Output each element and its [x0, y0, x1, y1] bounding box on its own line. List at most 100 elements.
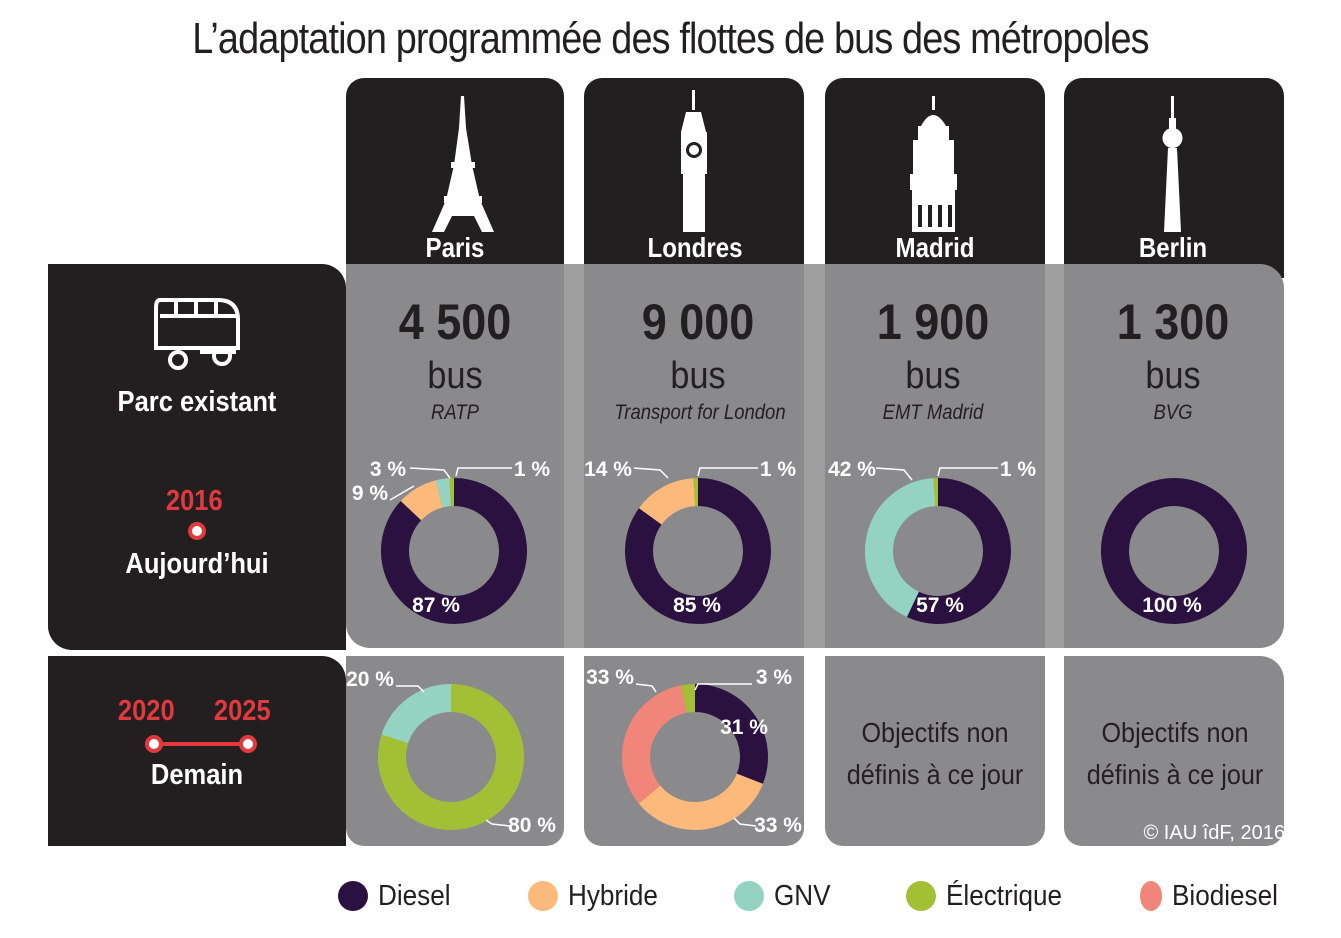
year-2016: 2016 [165, 485, 223, 517]
legend-item-diesel: Diesel [338, 880, 528, 913]
city-name-berlin: Berlin [1138, 232, 1208, 263]
madrid-today-leader-line [875, 467, 913, 481]
legend-item-hybride: Hybride [528, 880, 734, 913]
madrid-today-data-label: 57 % [916, 594, 964, 617]
paris-future-data-label: 20 % [346, 668, 394, 691]
eiffel-tower-icon [432, 96, 494, 232]
bus-icon [154, 298, 240, 370]
londres-future-data-label: 33 % [754, 814, 802, 837]
berlin-today-slice-diesel [1101, 478, 1247, 624]
londres-today-data-label: 14 % [584, 458, 632, 481]
demain-label: Demain [150, 759, 244, 791]
legend: Diesel Hybride GNV Électrique Biodiesel [338, 876, 1290, 916]
year-2025: 2025 [213, 695, 271, 727]
legend-item-biodiesel: Biodiesel [1140, 880, 1290, 913]
metropolis-building-icon [910, 96, 957, 232]
berlin-today-data-label: 100 % [1142, 594, 1202, 617]
londres-today-leader-line [633, 467, 669, 479]
legend-label: GNV [774, 879, 831, 912]
londres-today-slice-diesel [625, 478, 771, 624]
legend-label: Électrique [946, 879, 1063, 912]
paris-today-data-label: 87 % [412, 594, 460, 617]
londres-future-slice-lectrique [681, 684, 696, 713]
no-target-line: Objectifs non [1101, 717, 1249, 748]
today-label-panel [48, 264, 346, 650]
madrid-today-leader-line [937, 467, 998, 477]
no-target-line: définis à ce jour [1086, 759, 1264, 790]
no-target-madrid: Objectifs non définis à ce jour [837, 712, 1033, 796]
madrid-today-slice-gnv [865, 478, 936, 618]
legend-swatch [734, 881, 764, 911]
timeline-2020-2025 [145, 735, 257, 753]
londres-today-leader-line [697, 467, 758, 477]
city-name-londres: Londres [647, 232, 743, 263]
legend-label: Hybride [568, 879, 658, 912]
legend-swatch [1140, 881, 1163, 911]
page-title: L’adaptation programmée des flottes de b… [192, 14, 1149, 63]
count-paris: 4 500 [398, 294, 512, 350]
paris-future-slice-gnv [381, 684, 452, 744]
legend-item-electrique: Électrique [906, 880, 1140, 913]
paris-today-slice-gnv [435, 478, 452, 508]
paris-today-slice-hybride [400, 480, 444, 521]
legend-item-gnv: GNV [734, 880, 906, 913]
future-label-panel [48, 656, 346, 846]
copyright: © IAU îdF, 2016 [1143, 822, 1285, 844]
city-name-madrid: Madrid [895, 232, 975, 263]
city-name-paris: Paris [425, 232, 485, 263]
legend-swatch [338, 881, 368, 911]
parc-existant-label: Parc existant [117, 386, 277, 418]
big-ben-icon [681, 90, 707, 232]
year-2020: 2020 [117, 695, 175, 727]
londres-future-data-label: 33 % [586, 666, 634, 689]
legend-swatch [528, 881, 558, 911]
no-target-line: Objectifs non [861, 717, 1009, 748]
londres-future-leader-line [694, 683, 752, 691]
no-target-line: définis à ce jour [846, 759, 1024, 790]
londres-future-slice-biodiesel [622, 685, 688, 804]
legend-swatch [906, 881, 936, 911]
paris-today-data-label: 3 % [370, 458, 407, 481]
paris-today-leader-line [409, 467, 451, 479]
paris-future-leader-line [485, 819, 511, 827]
unit-paris: bus [427, 355, 483, 397]
madrid-future-cell [825, 656, 1045, 846]
paris-future-data-label: 80 % [508, 814, 556, 837]
madrid-today-data-label: 1 % [1000, 458, 1037, 481]
tv-tower-icon [1162, 96, 1183, 232]
londres-future-leader-line [635, 683, 657, 693]
legend-label: Diesel [378, 879, 451, 912]
berlin-future-cell [1064, 656, 1284, 846]
paris-future-leader-line [396, 685, 425, 693]
column-gap [564, 264, 584, 648]
legend-label: Biodiesel [1172, 879, 1279, 912]
column-gap [804, 264, 825, 648]
unit-londres: bus [670, 355, 726, 397]
unit-berlin: bus [1145, 355, 1201, 397]
londres-future-data-label: 3 % [756, 666, 793, 689]
unit-madrid: bus [905, 355, 961, 397]
count-madrid: 1 900 [876, 294, 990, 350]
londres-future-leader-line [733, 817, 757, 827]
count-londres: 9 000 [641, 294, 755, 350]
operator-madrid: EMT Madrid [882, 401, 984, 424]
londres-today-data-label: 85 % [673, 594, 721, 617]
londres-future-slice-hybride [638, 772, 763, 830]
paris-today-slice-diesel [381, 478, 527, 624]
operator-berlin: BVG [1153, 401, 1193, 424]
londres-future-data-label: 31 % [720, 716, 768, 739]
column-gap [1045, 264, 1064, 648]
londres-future-slice-diesel [694, 684, 768, 784]
londres-today-slice-hybride [638, 478, 696, 526]
operator-paris: RATP [431, 401, 479, 424]
timeline-2016 [188, 522, 206, 540]
paris-today-leader-line [389, 485, 415, 501]
paris-today-data-label: 1 % [514, 458, 551, 481]
paris-future-slice-lectrique [378, 684, 524, 830]
madrid-today-data-label: 42 % [828, 458, 876, 481]
londres-today-data-label: 1 % [760, 458, 797, 481]
aujourdhui-label: Aujourd’hui [125, 548, 269, 580]
paris-today-data-label: 9 % [352, 482, 389, 505]
